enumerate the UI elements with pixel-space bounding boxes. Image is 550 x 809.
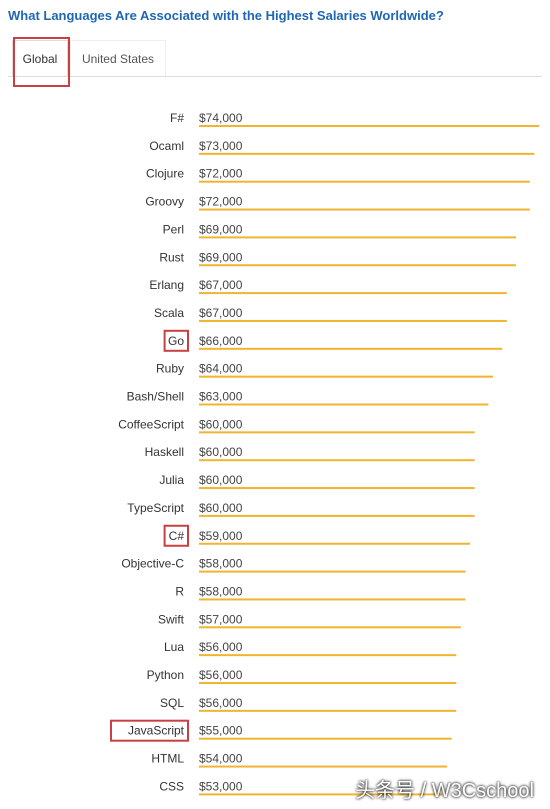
salary-bar bbox=[199, 709, 457, 712]
salary-bar bbox=[199, 403, 489, 406]
category-label: Ocaml bbox=[149, 139, 184, 153]
value-label: $58,000 bbox=[199, 557, 243, 571]
category-label: Scala bbox=[154, 306, 184, 320]
salary-bar bbox=[199, 487, 475, 490]
category-label: Ruby bbox=[156, 362, 184, 376]
category-label: Julia bbox=[159, 473, 184, 487]
tabs-divider bbox=[8, 76, 542, 77]
value-label: $58,000 bbox=[199, 584, 243, 598]
category-label: Go bbox=[168, 334, 184, 348]
value-label: $60,000 bbox=[199, 501, 243, 515]
salary-bar bbox=[199, 542, 471, 545]
category-label: Bash/Shell bbox=[127, 390, 184, 404]
value-label: $73,000 bbox=[199, 139, 243, 153]
value-label: $63,000 bbox=[199, 390, 243, 404]
value-label: $69,000 bbox=[199, 222, 243, 236]
value-label: $56,000 bbox=[199, 696, 243, 710]
value-label: $53,000 bbox=[199, 779, 243, 793]
category-label: Swift bbox=[158, 612, 185, 626]
category-label: CSS bbox=[159, 779, 184, 793]
value-label: $60,000 bbox=[199, 473, 243, 487]
value-label: $64,000 bbox=[199, 362, 243, 376]
salary-bar bbox=[199, 208, 530, 211]
category-label: Objective-C bbox=[121, 557, 184, 571]
category-label: Python bbox=[147, 668, 184, 682]
highlight-box bbox=[163, 329, 190, 352]
highlight-box bbox=[110, 719, 189, 742]
category-label: Groovy bbox=[145, 195, 184, 209]
salary-bar bbox=[199, 375, 494, 378]
tab-united-states[interactable]: United States bbox=[70, 40, 166, 77]
value-label: $60,000 bbox=[199, 417, 243, 431]
watermark: 头条号 / W3Cschool bbox=[355, 780, 534, 802]
salary-bar bbox=[199, 125, 539, 127]
value-label: $60,000 bbox=[199, 445, 243, 459]
salary-bar bbox=[199, 180, 530, 183]
value-label: $57,000 bbox=[199, 612, 243, 626]
salary-bar bbox=[199, 347, 503, 350]
category-label: JavaScript bbox=[128, 724, 185, 738]
category-label: Perl bbox=[163, 222, 184, 236]
category-label: F# bbox=[170, 111, 184, 125]
category-label: CoffeeScript bbox=[118, 417, 184, 431]
value-label: $59,000 bbox=[199, 529, 243, 543]
salary-bar bbox=[199, 236, 517, 239]
salary-bar bbox=[199, 793, 443, 796]
salary-bar bbox=[199, 152, 535, 155]
salary-bar bbox=[199, 626, 461, 629]
category-label: Rust bbox=[159, 250, 184, 264]
salary-bar bbox=[199, 292, 507, 295]
category-label: Erlang bbox=[149, 278, 184, 292]
salary-bar bbox=[199, 682, 457, 684]
value-label: $56,000 bbox=[199, 640, 243, 654]
salary-bar bbox=[199, 765, 448, 768]
category-label: C# bbox=[169, 529, 185, 543]
salary-bar bbox=[199, 319, 507, 322]
category-label: R bbox=[175, 584, 184, 598]
value-label: $66,000 bbox=[199, 334, 243, 348]
highlight-box bbox=[163, 524, 190, 547]
value-label: $69,000 bbox=[199, 250, 243, 264]
category-label: HTML bbox=[151, 752, 184, 766]
salary-bar bbox=[199, 737, 452, 740]
salary-bar bbox=[199, 459, 475, 462]
salary-bar bbox=[199, 264, 517, 267]
salary-bar bbox=[199, 654, 457, 657]
category-label: TypeScript bbox=[127, 501, 184, 515]
value-label: $72,000 bbox=[199, 167, 243, 181]
category-label: Lua bbox=[164, 640, 184, 654]
value-label: $54,000 bbox=[199, 752, 243, 766]
salary-bar bbox=[199, 570, 466, 573]
value-label: $67,000 bbox=[199, 306, 243, 320]
value-label: $74,000 bbox=[199, 111, 243, 125]
value-label: $55,000 bbox=[199, 724, 243, 738]
salary-bar bbox=[199, 431, 475, 434]
category-label: Clojure bbox=[146, 167, 184, 181]
category-label: SQL bbox=[160, 696, 184, 710]
page-title: What Languages Are Associated with the H… bbox=[8, 8, 444, 23]
value-label: $67,000 bbox=[199, 278, 243, 292]
value-label: $56,000 bbox=[199, 668, 243, 682]
salary-bar bbox=[199, 514, 475, 517]
value-label: $72,000 bbox=[199, 195, 243, 209]
salary-bar bbox=[199, 598, 466, 601]
category-label: Haskell bbox=[145, 445, 184, 459]
